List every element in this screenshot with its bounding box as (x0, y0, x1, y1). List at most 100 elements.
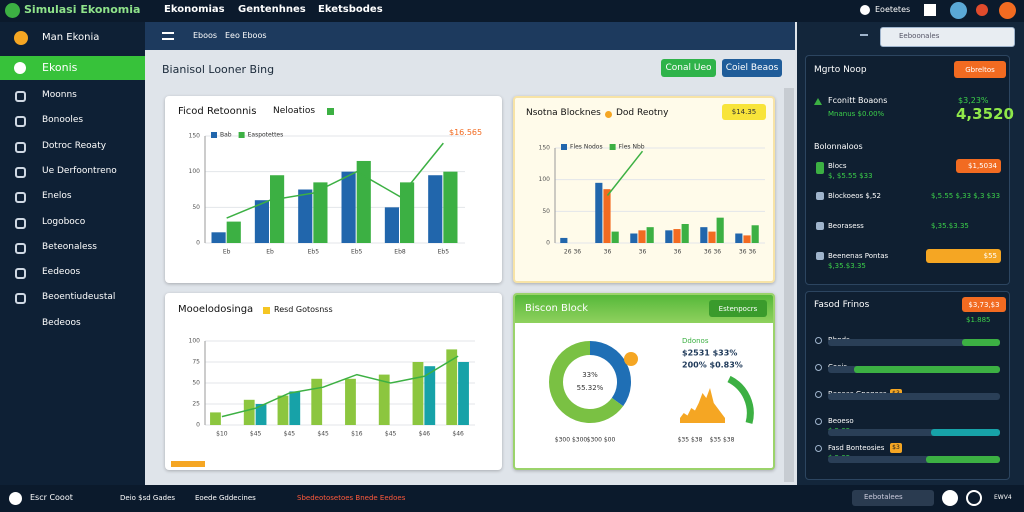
chart-card: Ficod Retoonnis Neloatios $16.565 0 50 100… (165, 96, 502, 283)
progress-bar (931, 429, 1000, 436)
icon (15, 91, 26, 102)
nav-active[interactable]: Ekonis (0, 56, 145, 80)
nav-item[interactable]: Beteonaless (42, 241, 97, 252)
button[interactable]: Conal Ueo (661, 59, 716, 77)
bar (735, 233, 743, 243)
card-tag: Resd Gotosnss (274, 305, 333, 314)
user-name[interactable]: Eoetetes (875, 5, 911, 14)
donut-label: 33% (582, 371, 598, 379)
x-tick-label: $46 (452, 431, 464, 438)
icon (15, 116, 26, 128)
row-sub: $,35.$3.35 (828, 262, 866, 270)
card-tag: Dod Reotny (616, 108, 669, 118)
chart: 0 50 100 150 Eb Eb Eb5 Eb5 Eb8 Eb5 Bab Easpotettes (189, 132, 465, 256)
bar (751, 225, 759, 243)
bar (708, 231, 716, 243)
icon (15, 242, 26, 254)
line (226, 142, 444, 219)
nav-item[interactable]: Moonns (42, 90, 77, 100)
card-title: Biscon Block (525, 303, 589, 314)
stat: $2531 $33% (682, 349, 737, 358)
section-title: Bolonnaloos (814, 142, 863, 151)
progress-panel: Fasod Frinos $3,73,$3 $1.885 BbndsCoeisB… (805, 291, 1010, 480)
bar (424, 366, 436, 425)
nav-item[interactable]: Bedeoos (42, 317, 81, 328)
bar (210, 412, 221, 425)
breadcrumb[interactable]: Eboos (193, 31, 218, 40)
bar (289, 391, 301, 425)
footer-item[interactable]: Eoede Gddecines (195, 494, 256, 502)
chevron[interactable] (860, 30, 868, 36)
progress-track (828, 393, 1000, 400)
nav-item[interactable]: Dotroc Reoaty (42, 140, 107, 151)
row-icon (816, 222, 824, 230)
icon[interactable] (924, 4, 936, 16)
sidebar: Man Ekonia Ekonis Moonns Bonooles Dotroc R… (0, 22, 145, 485)
row-label: Blocs (828, 162, 847, 170)
chart-card: Nsotna Blocknes Dod Reotny $14.35 0 50 100… (513, 96, 775, 283)
button[interactable]: Coiel Beaos (722, 59, 782, 77)
bar (700, 227, 708, 243)
x-tick-label: 36 36 (739, 249, 756, 256)
search-box[interactable]: Eeboonales (880, 27, 1015, 47)
y-tick-label: 150 (189, 133, 201, 140)
footer-alert[interactable]: Sbedeotosetoes Bnede Eedoes (297, 494, 406, 502)
bar (611, 231, 619, 243)
bar (313, 182, 328, 243)
icon (15, 166, 26, 178)
bar (630, 233, 638, 243)
menu-item[interactable]: Eketsbodes (318, 4, 383, 15)
bar (341, 171, 356, 243)
stat: Ddonos (682, 337, 709, 345)
footer-item[interactable]: Deio $sd Gades (120, 494, 176, 502)
bar (277, 395, 289, 425)
progress-track (828, 339, 1000, 346)
row-icon (815, 445, 822, 452)
icon (15, 141, 26, 153)
row-icon (816, 192, 824, 200)
icon[interactable] (942, 490, 958, 506)
tag-dot (327, 108, 334, 115)
icon[interactable] (976, 4, 988, 16)
x-tick-label: 36 (639, 249, 647, 256)
menu-item[interactable]: Ekonomias (164, 4, 225, 15)
row-icon (815, 391, 822, 398)
legend-label: Fles Nbb (619, 144, 645, 151)
page-title: Bianisol Looner Bing (162, 63, 275, 76)
nav-item[interactable]: Bonooles (42, 115, 84, 126)
card-title: Mooelodosinga (178, 304, 254, 315)
legend-swatch (561, 144, 567, 150)
row-label: Beoeso (828, 417, 854, 425)
nav-item[interactable]: Logoboco (42, 216, 86, 227)
bar (665, 230, 673, 243)
legend-swatch (211, 132, 217, 138)
bar (595, 182, 603, 243)
progress-track (828, 456, 1000, 463)
avatar[interactable] (999, 2, 1016, 19)
progress-bar (926, 456, 1000, 463)
button[interactable]: Gbreltos (954, 61, 1006, 78)
metric-value: 4,3520 (956, 105, 1014, 123)
nav-item[interactable]: Eedeoos (42, 267, 81, 278)
badge: $14.35 (722, 104, 766, 120)
menu-item[interactable]: Gentenhnes (238, 4, 306, 15)
icon[interactable] (966, 490, 982, 506)
metric-label: Fconitt Boaons (828, 96, 888, 105)
bar (638, 230, 646, 243)
nav-item[interactable]: Beoentiudeustal (42, 292, 116, 303)
tag-dot (605, 111, 612, 118)
bar (560, 237, 568, 243)
menu-icon[interactable] (162, 32, 174, 40)
scrollbar[interactable] (784, 88, 794, 482)
x-tick-label: $45 (317, 431, 329, 438)
icon[interactable] (860, 5, 870, 15)
breadcrumb[interactable]: Eeo Eboos (225, 31, 267, 40)
top-bar: Simulasi Ekonomia Ekonomias Gentenhnes E… (0, 0, 1024, 22)
bar (716, 217, 724, 243)
nav-item[interactable]: Enelos (42, 191, 72, 202)
line (221, 355, 459, 418)
icon[interactable] (950, 2, 967, 19)
nav-item[interactable]: Ue Derfoontreno (42, 165, 117, 176)
footer-search[interactable]: Eebotalees (852, 490, 934, 506)
legend-swatch (609, 144, 616, 150)
